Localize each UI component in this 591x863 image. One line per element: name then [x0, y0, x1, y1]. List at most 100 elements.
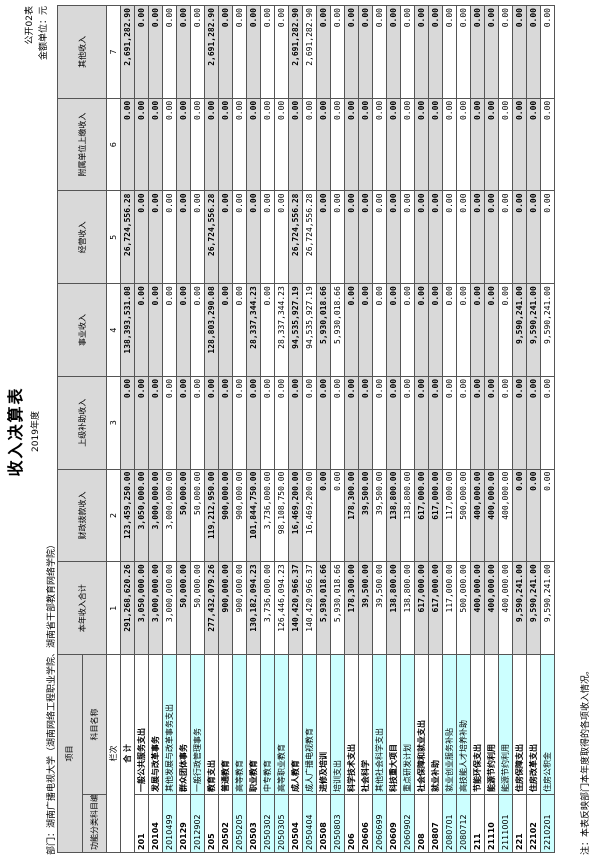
code-cell: 20502	[218, 794, 233, 853]
line-number: 6	[106, 98, 121, 191]
code-cell: 208	[414, 794, 429, 853]
amount-cell: 0.00	[162, 283, 177, 377]
amount-cell: 0.00	[134, 376, 149, 470]
amount-cell: 0.00	[246, 98, 261, 191]
total-label: 合 计	[120, 654, 135, 853]
data-row: 2050302 中专教育 3,736,000.00 3,736,000.00 0.00 0…	[260, 5, 275, 853]
data-row: 208 社会保障和就业支出 617,000.00 617,000.00 0.00 0.00…	[414, 5, 429, 853]
amount-cell: 0.00	[512, 5, 527, 99]
amount-cell: 0.00	[358, 190, 373, 284]
amount-cell: 0.00	[316, 5, 331, 99]
amount-cell: 0.00	[498, 376, 513, 470]
name-cell: 住房保障支出	[512, 654, 527, 795]
amount-cell: 138,800.00	[386, 469, 401, 562]
amount-cell: 0.00	[372, 190, 387, 284]
amount-cell: 130,182,094.23	[246, 561, 261, 655]
amount-cell: 26,724,556.28	[302, 190, 317, 284]
amount-cell: 0.00	[218, 190, 233, 284]
header-row: 项目 本年收入合计 财政拨款收入 上级补助收入 事业收入 经营收入 附属单位上缴收入 其他收入	[57, 5, 107, 853]
amount-cell: 138,800.00	[400, 561, 415, 655]
amount-cell: 0.00	[218, 376, 233, 470]
unit: 金额单位：元	[39, 6, 49, 61]
line-number: 3	[106, 376, 121, 470]
amount-cell: 0.00	[246, 376, 261, 470]
amount-cell: 0.00	[232, 5, 247, 99]
amount-cell: 0.00	[260, 98, 275, 191]
amount-cell: 0.00	[498, 283, 513, 377]
data-row: 20104 发展与改革事务 3,000,000.00 3,000,000.00 0.00…	[148, 5, 163, 853]
amount-cell: 0.00	[162, 376, 177, 470]
amount-cell: 0.00	[246, 190, 261, 284]
amount-cell: 0.00	[358, 283, 373, 377]
amount-cell: 0.00	[498, 5, 513, 99]
data-row: 2210201 住房公积金 9,590,241.00 0.00 0.00 9,590,24…	[540, 5, 555, 853]
amount-cell: 900,000.00	[218, 561, 233, 655]
data-row: 205 教育支出 277,432,079.26 119,212,950.00 0.00 1…	[204, 5, 219, 853]
amount-cell: 0.00	[386, 376, 401, 470]
amount-cell: 900,000.00	[232, 561, 247, 655]
amount-cell: 0.00	[540, 190, 555, 284]
amount-cell: 5,930,018.66	[330, 283, 345, 377]
data-row: 20609 科技重大项目 138,800.00 138,800.00 0.00 0.00 0…	[386, 5, 401, 853]
data-row: 20129 群众团体事务 50,000.00 50,000.00 0.00 0.00 0.0…	[176, 5, 191, 853]
amount-cell: 0.00	[358, 98, 373, 191]
amount-cell: 0.00	[456, 98, 471, 191]
code-cell: 211	[470, 794, 485, 853]
amount-cell: 0.00	[512, 376, 527, 470]
amount-cell: 0.00	[344, 190, 359, 284]
year: 2019年度	[31, 411, 41, 452]
amount-cell: 0.00	[414, 190, 429, 284]
amount-cell: 0.00	[316, 190, 331, 284]
amount-cell: 0.00	[316, 469, 331, 562]
amount-cell: 0.00	[204, 98, 219, 191]
amount-cell: 2,691,282.90	[204, 5, 219, 99]
amount-cell: 2,691,282.90	[302, 5, 317, 99]
name-cell: 住房公积金	[540, 654, 555, 795]
name-cell: 社会科学	[358, 654, 373, 795]
amount-cell: 0.00	[330, 376, 345, 470]
amount-cell: 117,000.00	[442, 469, 457, 562]
amount-cell: 0.00	[470, 376, 485, 470]
amount-cell: 0.00	[470, 5, 485, 99]
code-cell: 20606	[358, 794, 373, 853]
amount-cell: 500,000.00	[456, 469, 471, 562]
amount-cell: 0.00	[148, 98, 163, 191]
amount-cell: 0.00	[204, 376, 219, 470]
amount-cell: 500,000.00	[456, 561, 471, 655]
data-row: 2080701 就业创业服务补贴 117,000.00 117,000.00 0.00 0…	[442, 5, 457, 853]
amount-cell: 400,000.00	[484, 469, 499, 562]
code-cell: 2060902	[400, 794, 415, 853]
data-row: 2060699 其他社会科学支出 39,500.00 39,500.00 0.00 0.0…	[372, 5, 387, 853]
amount-cell: 0.00	[134, 190, 149, 284]
amount-cell: 39,500.00	[358, 469, 373, 562]
amount-cell: 28,337,344.23	[274, 283, 289, 377]
amount-cell: 0.00	[372, 98, 387, 191]
amount-cell: 400,000.00	[484, 561, 499, 655]
code-header: 功能分类科目编码	[82, 794, 107, 853]
amount-cell: 0.00	[428, 190, 443, 284]
title: 收入决算表	[6, 386, 25, 477]
amount-cell: 0.00	[190, 376, 205, 470]
amount-cell: 0.00	[218, 283, 233, 377]
amount-cell: 0.00	[442, 5, 457, 99]
name-cell: 一般公共服务支出	[134, 654, 149, 795]
note: 注：本表反映部门本年度取得的各项收入情况。	[581, 665, 591, 855]
amount-cell: 98,108,750.00	[274, 469, 289, 562]
data-row: 211 节能环保支出 400,000.00 400,000.00 0.00 0.00 0.0…	[470, 5, 485, 853]
column-header: 本年收入合计	[57, 561, 107, 655]
amount-cell: 50,000.00	[176, 561, 191, 655]
amount-cell: 0.00	[428, 98, 443, 191]
amount-cell: 101,844,750.00	[246, 469, 261, 562]
name-cell: 住房改革支出	[526, 654, 541, 795]
amount-cell: 5,930,018.66	[330, 561, 345, 655]
name-cell: 科学技术支出	[344, 654, 359, 795]
amount-cell: 9,590,241.00	[526, 561, 541, 655]
amount-cell: 0.00	[162, 98, 177, 191]
data-row: 221 住房保障支出 9,590,241.00 0.00 0.00 9,590,241.0…	[512, 5, 527, 853]
amount-cell: 0.00	[330, 98, 345, 191]
amount-cell: 0.00	[358, 376, 373, 470]
code-cell: 2012902	[190, 794, 205, 853]
amount-cell: 617,000.00	[414, 469, 429, 562]
amount-cell: 0.00	[414, 376, 429, 470]
